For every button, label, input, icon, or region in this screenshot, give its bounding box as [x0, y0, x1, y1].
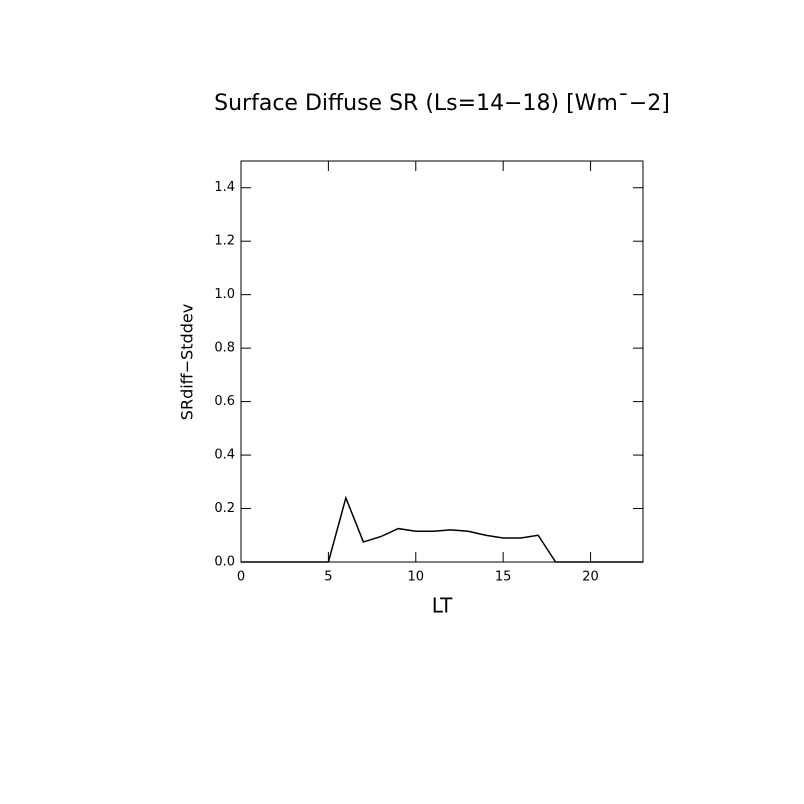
y-tick-label: 0.0 — [214, 555, 235, 570]
y-tick-label: 1.2 — [214, 234, 235, 249]
x-tick-label: 10 — [408, 570, 425, 585]
y-tick-label: 1.4 — [214, 180, 235, 195]
y-axis-label: SRdiff−Stddev — [178, 304, 197, 420]
x-tick-label: 15 — [495, 570, 512, 585]
plot-frame — [240, 160, 644, 563]
x-tick-label: 20 — [582, 570, 599, 585]
y-tick-label: 0.4 — [214, 448, 235, 463]
y-tick-label: 0.8 — [214, 341, 235, 356]
y-tick-label: 0.2 — [214, 501, 235, 516]
y-tick-label: 1.0 — [214, 287, 235, 302]
x-axis-label: LT — [432, 594, 453, 618]
chart-title: Surface Diffuse SR (Ls=14−18) [Wm¯−2] — [214, 91, 670, 116]
x-tick-label: 0 — [237, 570, 245, 585]
y-tick-label: 0.6 — [214, 394, 235, 409]
x-tick-label: 5 — [324, 570, 332, 585]
data-line — [241, 495, 643, 563]
